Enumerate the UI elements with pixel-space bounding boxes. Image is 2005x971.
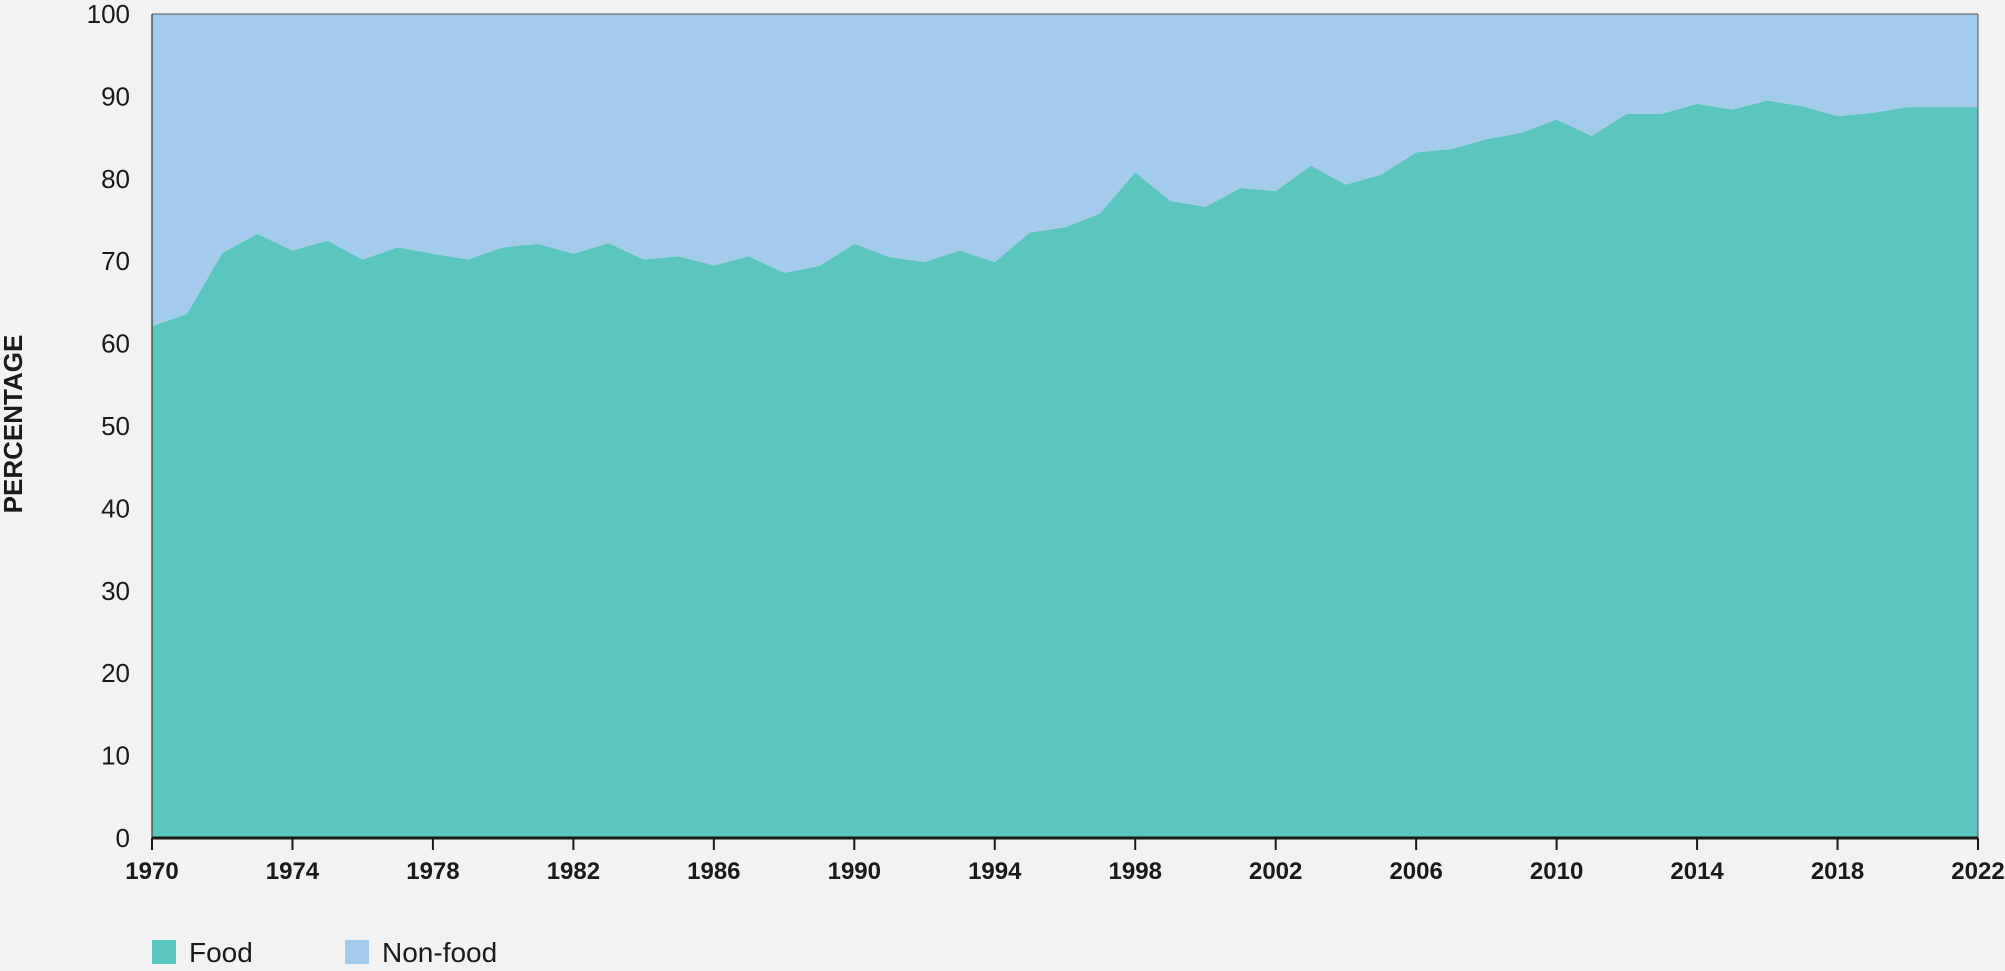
x-tick-label: 2002 — [1249, 858, 1302, 885]
y-axis-label: PERCENTAGE — [0, 335, 28, 514]
x-tick-label: 2006 — [1389, 858, 1442, 885]
legend-label-food: Food — [189, 937, 253, 966]
x-axis-ticks: 1970 1974 1978 1982 1986 1990 1994 1998 2002 2006… — [125, 838, 2005, 885]
y-tick-label: 40 — [101, 493, 130, 523]
y-tick-label: 20 — [101, 658, 130, 688]
area-series-food — [152, 100, 1978, 838]
x-tick-label: 2010 — [1530, 858, 1583, 885]
area-series-non-food — [152, 14, 1978, 327]
x-tick-label: 2018 — [1811, 858, 1864, 885]
y-axis-ticks: 0 10 20 30 40 50 60 70 80 90 100 — [87, 0, 130, 853]
y-tick-label: 100 — [87, 0, 130, 29]
chart-areas — [152, 14, 1978, 838]
y-tick-label: 10 — [101, 741, 130, 771]
y-tick-label: 30 — [101, 576, 130, 606]
chart-legend: Food Non-food — [152, 937, 497, 968]
y-tick-label: 70 — [101, 246, 130, 276]
x-tick-label: 1978 — [406, 858, 459, 885]
chart-axes — [151, 13, 1979, 840]
y-tick-label: 80 — [101, 164, 130, 194]
x-tick-label: 1970 — [125, 858, 178, 885]
x-tick-label: 1974 — [266, 858, 320, 885]
x-tick-label: 2022 — [1951, 858, 2004, 885]
y-tick-label: 0 — [116, 823, 130, 853]
x-tick-label: 1994 — [968, 858, 1022, 885]
x-tick-label: 1998 — [1109, 858, 1162, 885]
x-tick-label: 1986 — [687, 858, 740, 885]
x-tick-label: 2014 — [1670, 858, 1724, 885]
y-tick-label: 50 — [101, 411, 130, 441]
y-tick-label: 60 — [101, 329, 130, 359]
y-tick-label: 90 — [101, 81, 130, 111]
legend-label-non-food: Non-food — [382, 937, 497, 966]
legend-swatch-food — [152, 940, 176, 964]
x-tick-label: 1990 — [828, 858, 881, 885]
x-tick-label: 1982 — [547, 858, 600, 885]
legend-swatch-non-food — [345, 940, 369, 964]
